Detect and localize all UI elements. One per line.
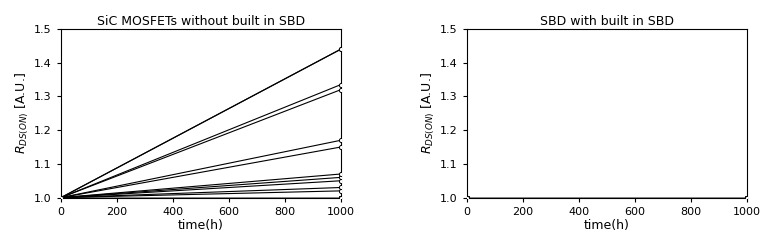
X-axis label: time(h): time(h) — [178, 219, 224, 232]
Title: SBD with built in SBD: SBD with built in SBD — [539, 15, 674, 28]
X-axis label: time(h): time(h) — [584, 219, 629, 232]
Title: SiC MOSFETs without built in SBD: SiC MOSFETs without built in SBD — [97, 15, 305, 28]
Y-axis label: $R_{DS(ON)}$ [A.U.]: $R_{DS(ON)}$ [A.U.] — [14, 72, 31, 154]
Y-axis label: $R_{DS(ON)}$ [A.U.]: $R_{DS(ON)}$ [A.U.] — [420, 72, 437, 154]
